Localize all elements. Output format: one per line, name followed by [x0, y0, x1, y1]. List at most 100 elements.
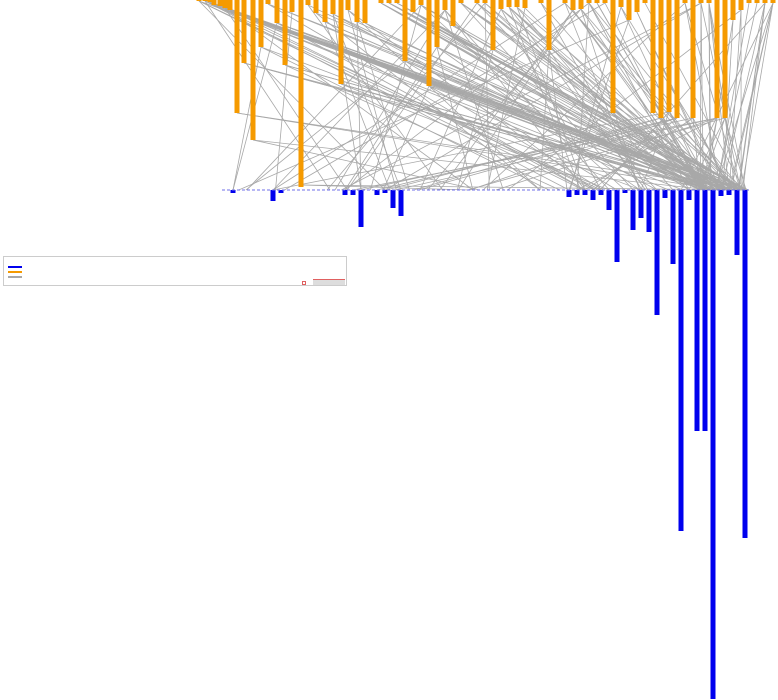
top-bar-1	[202, 0, 208, 1]
connection-line-219	[599, 2, 766, 191]
top-bar-51	[618, 0, 624, 7]
connection-line-82	[245, 60, 406, 191]
connection-line-176	[660, 117, 718, 191]
top-bar-6	[227, 0, 233, 10]
top-bar-65	[730, 0, 736, 20]
connection-line-139	[539, 49, 550, 191]
top-bar-3	[211, 0, 217, 5]
connection-line-112	[346, 2, 478, 191]
connection-line-138	[548, 49, 643, 191]
bottom-bar-22	[662, 190, 668, 198]
connection-line-210	[724, 117, 747, 191]
connection-line-135	[486, 7, 526, 191]
top-bar-62	[706, 0, 712, 3]
top-bar-70	[770, 0, 776, 3]
top-bar-58	[674, 0, 680, 118]
connection-line-178	[668, 111, 714, 191]
bottom-bar-11	[574, 190, 580, 195]
top-bar-12	[274, 0, 280, 23]
top-bar-39	[506, 0, 512, 7]
bottom-bar-5	[358, 190, 364, 227]
top-bar-50	[610, 0, 616, 113]
connection-line-66	[356, 21, 410, 191]
connection-line-98	[436, 46, 641, 191]
top-bar-30	[426, 0, 432, 86]
bottom-bar-8	[390, 190, 396, 208]
top-bar-56	[658, 0, 664, 118]
connection-line-120	[484, 2, 690, 191]
bottom-bar-23	[670, 190, 676, 264]
connection-line-228	[741, 2, 774, 191]
connection-line-225	[730, 2, 774, 191]
connection-line-152	[580, 8, 702, 191]
top-bar-7	[234, 0, 240, 113]
connection-line-196	[385, 2, 702, 191]
connection-line-177	[640, 111, 670, 191]
connection-line-56	[332, 13, 362, 191]
top-bar-25	[386, 0, 392, 3]
connection-line-111	[460, 2, 741, 191]
bottom-bar-20	[646, 190, 652, 232]
top-bar-38	[498, 0, 504, 9]
connection-line-150	[427, 8, 582, 191]
top-bar-17	[313, 0, 319, 13]
bottom-bar-0	[230, 190, 236, 193]
connection-line-200	[708, 2, 736, 191]
top-bar-29	[418, 0, 424, 5]
connection-line-218	[715, 2, 758, 191]
connection-line-101	[344, 46, 438, 191]
connection-line-222	[721, 2, 766, 191]
connection-line-216	[728, 9, 742, 191]
bottom-bar-2	[278, 190, 284, 193]
top-bar-4	[217, 0, 223, 6]
bottom-bar-27	[702, 190, 708, 431]
bottom-bar-16	[614, 190, 620, 262]
bottom-bar-1	[270, 190, 276, 201]
connection-line-57	[332, 13, 402, 191]
top-bar-67	[746, 0, 752, 3]
top-bar-2	[207, 0, 213, 2]
bottom-bar-30	[726, 190, 732, 195]
top-bar-47	[586, 0, 592, 3]
connection-line-64	[347, 9, 397, 191]
connection-line-93	[246, 4, 422, 191]
top-bar-49	[602, 0, 608, 3]
top-bar-15	[298, 0, 304, 187]
top-bar-48	[594, 0, 600, 3]
top-bar-42	[538, 0, 544, 3]
bottom-bar-7	[382, 190, 388, 193]
connection-line-31	[232, 46, 262, 191]
connection-line-108	[460, 2, 717, 191]
connection-line-205	[576, 117, 718, 191]
top-bar-45	[570, 0, 576, 10]
bottom-bar-6	[374, 190, 380, 195]
top-bar-8	[241, 0, 247, 63]
connection-line-208	[467, 117, 726, 191]
connection-line-144	[272, 2, 566, 191]
top-bar-63	[714, 0, 720, 118]
connection-line-131	[516, 6, 674, 191]
connection-line-51	[324, 21, 391, 191]
connection-line-227	[715, 2, 774, 191]
top-bar-31	[434, 0, 440, 47]
connection-line-179	[272, 111, 670, 191]
bottom-bar-24	[678, 190, 684, 531]
connection-line-197	[341, 2, 702, 191]
connection-line-83	[404, 60, 725, 191]
top-bar-40	[514, 0, 520, 7]
top-bar-18	[322, 0, 328, 22]
top-bar-9	[250, 0, 256, 140]
connection-line-127	[508, 6, 710, 191]
connection-line-207	[495, 117, 718, 191]
top-bar-21	[345, 0, 351, 10]
connection-line-214	[507, 9, 742, 191]
bottom-bar-10	[566, 190, 572, 197]
top-bar-66	[738, 0, 744, 10]
legend	[3, 256, 347, 286]
connection-line-63	[347, 9, 541, 191]
top-bar-22	[354, 0, 360, 22]
top-bar-36	[482, 0, 488, 3]
connection-line-148	[457, 9, 574, 191]
connection-line-193	[700, 2, 704, 191]
top-bar-61	[698, 0, 704, 3]
